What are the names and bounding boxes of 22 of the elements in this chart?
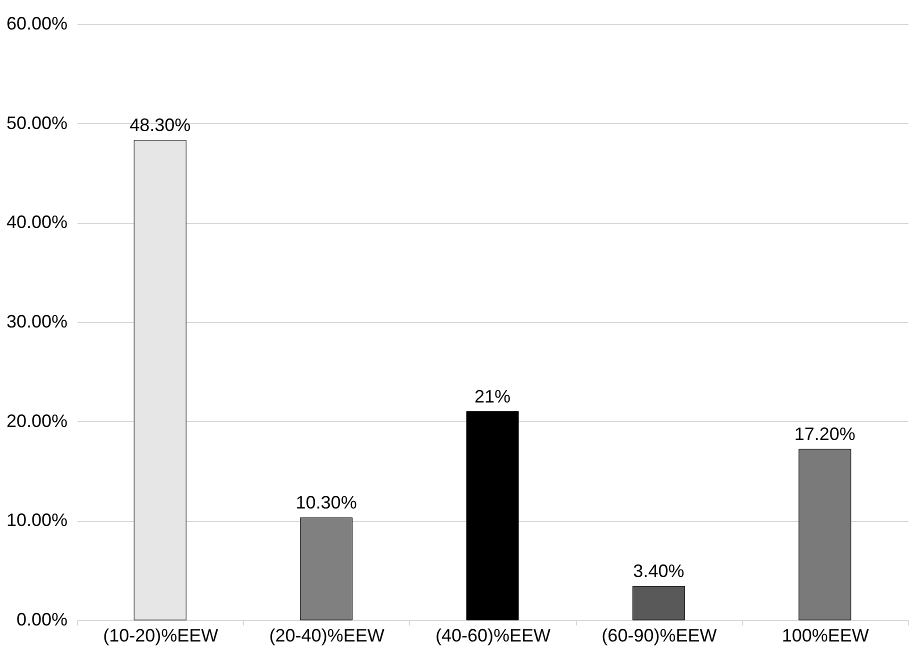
bar bbox=[466, 411, 519, 620]
x-tick-label: (20-40)%EEW bbox=[269, 626, 384, 646]
x-tick-label: (10-20)%EEW bbox=[103, 626, 218, 646]
x-tick-label: (60-90)%EEW bbox=[602, 626, 717, 646]
data-label: 10.30% bbox=[296, 492, 357, 513]
x-tick-label: (40-60)%EEW bbox=[435, 626, 551, 646]
data-label: 3.40% bbox=[633, 561, 684, 582]
y-tick-label: 50.00% bbox=[6, 112, 68, 133]
data-label: 17.20% bbox=[794, 424, 856, 444]
bar bbox=[134, 140, 186, 620]
y-tick-label: 60.00% bbox=[6, 14, 68, 34]
y-tick-label: 30.00% bbox=[6, 312, 68, 332]
data-label: 21% bbox=[474, 386, 511, 406]
bar bbox=[798, 448, 852, 620]
x-tick-label: 100%EEW bbox=[782, 626, 869, 646]
data-label: 48.30% bbox=[130, 115, 191, 136]
bar bbox=[300, 517, 353, 620]
y-tick-label: 20.00% bbox=[6, 410, 68, 431]
y-tick-label: 0.00% bbox=[16, 610, 68, 630]
bar bbox=[632, 586, 685, 620]
y-tick-label: 40.00% bbox=[6, 212, 68, 232]
y-tick-label: 10.00% bbox=[6, 510, 68, 530]
